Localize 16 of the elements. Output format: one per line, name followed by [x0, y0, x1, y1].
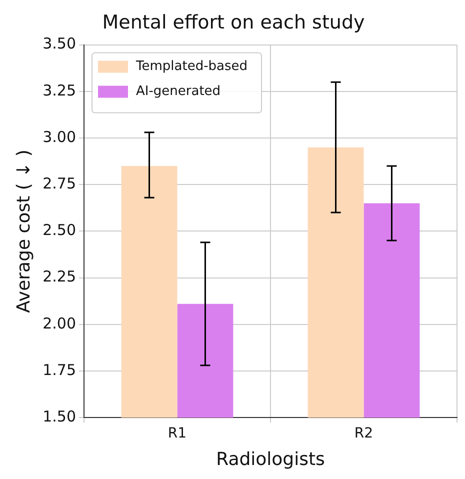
y-tick-label: 2.50	[42, 221, 76, 240]
chart-title: Mental effort on each study	[102, 11, 365, 34]
legend-label: Templated-based	[135, 59, 248, 74]
y-tick-label: 1.50	[42, 407, 76, 426]
x-tick-label: R2	[354, 426, 374, 442]
y-tick-label: 1.75	[42, 360, 76, 379]
x-tick-label: R1	[168, 426, 187, 442]
y-tick-label: 3.25	[42, 81, 76, 100]
x-axis-title: Radiologists	[216, 448, 325, 470]
y-tick-label: 2.25	[42, 268, 76, 286]
y-axis-title: Average cost ( ↓ )	[13, 150, 34, 313]
y-tick-label: 2.00	[42, 314, 76, 332]
y-tick-label: 2.75	[42, 174, 76, 192]
y-tick-label: 3.50	[42, 34, 76, 53]
legend-label: AI-generated	[136, 84, 221, 100]
y-tick-label: 3.00	[42, 128, 76, 146]
